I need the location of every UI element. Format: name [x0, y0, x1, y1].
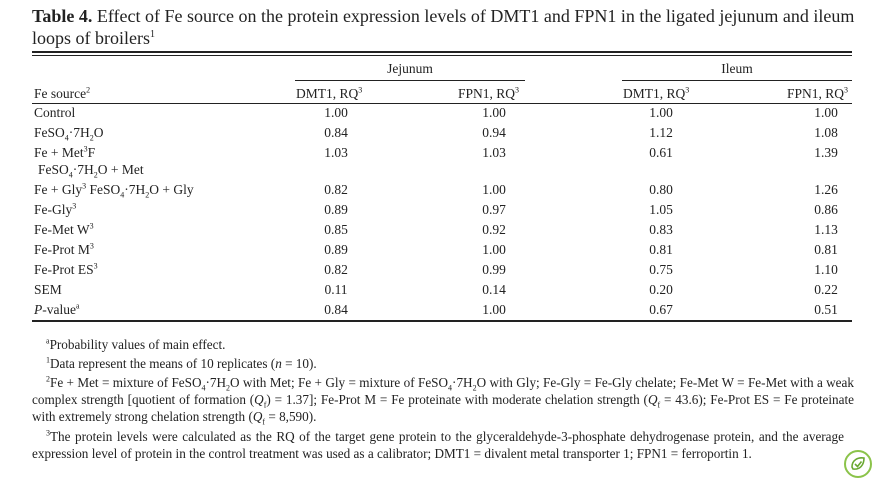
group-header-jejunum: Jejunum: [387, 61, 433, 76]
table-title: Table 4. Effect of Fe source on the prot…: [32, 5, 862, 49]
table-cell-ileum-dmt1: 0.61: [649, 145, 673, 160]
table-cell-jejunum-dmt1: 0.84: [324, 125, 348, 140]
group-rule-ileum: [622, 80, 852, 81]
caption-footnote-mark: 1: [149, 29, 155, 40]
table-cell-ileum-dmt1: 0.67: [649, 302, 673, 317]
table-cell-jejunum-dmt1: 0.89: [324, 242, 348, 257]
table-cell-jejunum-fpn1: 0.92: [482, 222, 506, 237]
header-rule: [32, 103, 852, 104]
row-label-fe-met-line2: FeSO4·7H2O + Met: [38, 162, 144, 180]
group-header-ileum: Ileum: [721, 61, 753, 76]
header-jejunum-dmt1: DMT1, RQ3: [296, 85, 363, 101]
table-caption: Effect of Fe source on the protein expre…: [32, 6, 855, 48]
table-cell-ileum-dmt1: 0.75: [649, 262, 673, 277]
table-cell-ileum-fpn1: 0.86: [814, 202, 838, 217]
table-cell-ileum-dmt1: 0.80: [649, 182, 673, 197]
table-cell-jejunum-dmt1: 0.89: [324, 202, 348, 217]
table-cell-ileum-fpn1: 1.00: [814, 105, 838, 120]
table-cell-jejunum-fpn1: 1.03: [482, 145, 506, 160]
table-cell-ileum-fpn1: 0.51: [814, 302, 838, 317]
top-rule-thin: [32, 55, 852, 56]
footnote-3: 3The protein levels were calculated as t…: [32, 428, 844, 461]
footnote-2: 2Fe + Met = mixture of FeSO4·7H2O with M…: [32, 374, 855, 427]
row-label-feso4: FeSO4·7H2O: [34, 125, 104, 143]
table-cell-jejunum-fpn1: 0.94: [482, 125, 506, 140]
row-label-fe-gly: Fe + Gly3 FeSO4·7H2O + Gly: [34, 181, 194, 200]
table-cell-ileum-fpn1: 0.81: [814, 242, 838, 257]
table-number: Table 4.: [32, 6, 93, 26]
footnote-1: 1Data represent the means of 10 replicat…: [46, 355, 317, 371]
row-label-fe-prot-es: Fe-Prot ES3: [34, 261, 98, 277]
header-ileum-dmt1: DMT1, RQ3: [623, 85, 690, 101]
table-cell-jejunum-fpn1: 1.00: [482, 302, 506, 317]
row-label-control: Control: [34, 105, 76, 120]
footnote-a: aProbability values of main effect.: [46, 336, 226, 352]
table-cell-jejunum-dmt1: 0.82: [324, 182, 348, 197]
row-label-fe-met: Fe + Met3F: [34, 144, 96, 160]
row-label-p-value: P-valuea: [34, 301, 80, 317]
header-fe-source: Fe source2: [34, 85, 91, 101]
bottom-rule: [32, 320, 852, 322]
leaf-check-glyph: [851, 457, 865, 470]
table-cell-jejunum-dmt1: 0.85: [324, 222, 348, 237]
leaf-check-icon[interactable]: [844, 450, 872, 478]
table-cell-ileum-fpn1: 0.22: [814, 282, 838, 297]
row-label-sem: SEM: [34, 282, 62, 297]
top-rule: [32, 51, 852, 53]
row-label-fe-met-w: Fe-Met W3: [34, 221, 94, 237]
table-cell-jejunum-fpn1: 1.00: [482, 242, 506, 257]
table-cell-jejunum-fpn1: 1.00: [482, 182, 506, 197]
row-label-fe-prot-m: Fe-Prot M3: [34, 241, 94, 257]
table-cell-ileum-dmt1: 0.83: [649, 222, 673, 237]
table-cell-ileum-dmt1: 0.81: [649, 242, 673, 257]
table-cell-ileum-dmt1: 1.00: [649, 105, 673, 120]
group-rule-jejunum: [295, 80, 525, 81]
table-cell-jejunum-fpn1: 0.14: [482, 282, 506, 297]
table-cell-jejunum-dmt1: 1.00: [324, 105, 348, 120]
table-cell-ileum-fpn1: 1.08: [814, 125, 838, 140]
row-label-fe-gly-chelate: Fe-Gly3: [34, 201, 77, 217]
table-cell-ileum-dmt1: 1.05: [649, 202, 673, 217]
table-cell-jejunum-fpn1: 0.97: [482, 202, 506, 217]
table-cell-jejunum-dmt1: 0.82: [324, 262, 348, 277]
table-cell-ileum-fpn1: 1.26: [814, 182, 838, 197]
table-cell-ileum-fpn1: 1.39: [814, 145, 838, 160]
table-cell-ileum-dmt1: 0.20: [649, 282, 673, 297]
table-cell-jejunum-dmt1: 0.11: [324, 282, 348, 297]
table-cell-ileum-fpn1: 1.13: [814, 222, 838, 237]
table-cell-jejunum-fpn1: 1.00: [482, 105, 506, 120]
table-cell-jejunum-dmt1: 1.03: [324, 145, 348, 160]
table-cell-jejunum-dmt1: 0.84: [324, 302, 348, 317]
header-ileum-fpn1: FPN1, RQ3: [787, 85, 849, 101]
header-jejunum-fpn1: FPN1, RQ3: [458, 85, 520, 101]
table-cell-ileum-dmt1: 1.12: [649, 125, 673, 140]
table-cell-jejunum-fpn1: 0.99: [482, 262, 506, 277]
table-cell-ileum-fpn1: 1.10: [814, 262, 838, 277]
